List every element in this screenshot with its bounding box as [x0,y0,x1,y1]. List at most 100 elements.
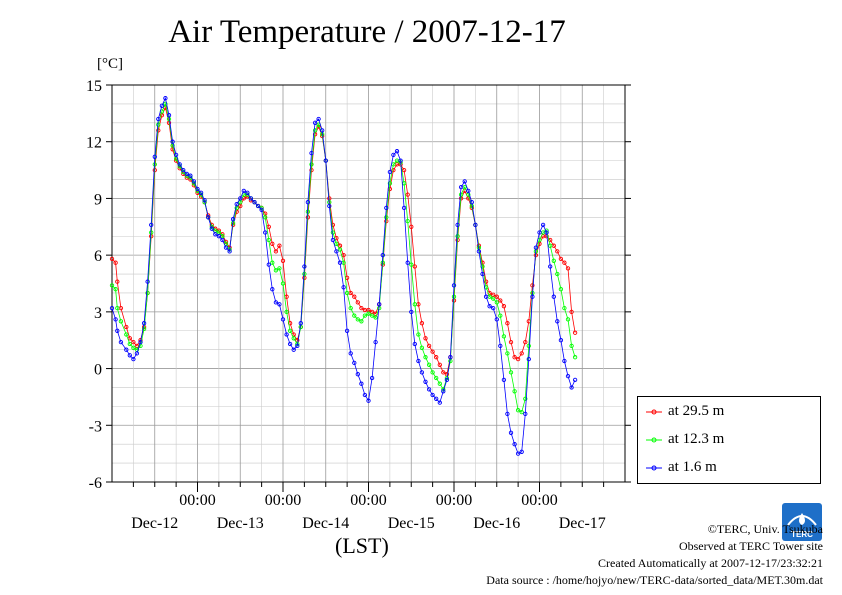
series-point-2 [238,196,243,201]
series-point-1 [451,294,457,299]
series-point-2 [223,245,229,250]
series-point-2 [170,139,175,144]
series-point-1 [287,328,293,333]
series-point-2 [530,294,535,299]
y-tick-label: 9 [94,191,102,208]
series-point-0 [508,339,514,345]
series-point-0 [430,349,435,354]
series-point-2 [159,103,165,108]
series-point-2 [458,184,464,190]
series-point-2 [195,186,200,192]
series-point-0 [352,294,357,299]
chart-title: Air Temperature / 2007-12-17 [168,14,566,50]
series-point-2 [330,237,336,243]
series-point-0 [558,256,564,262]
series-point-2 [252,200,257,205]
series-point-2 [434,396,439,401]
series-point-2 [483,294,489,299]
series-point-1 [380,260,385,265]
series-point-2 [419,370,425,375]
series-point-2 [423,379,428,384]
series-point-0 [555,249,560,254]
y-tick-label: 15 [86,78,102,95]
x-tick-day-label: Dec-13 [217,515,264,532]
series-point-2 [380,252,385,258]
legend-item-29-5m: at 29.5 m [646,403,724,423]
series-point-0 [280,258,286,263]
series-point-2 [202,198,207,203]
series-point-1 [526,343,531,349]
series-point-2 [216,234,222,239]
series-point-2 [444,377,450,383]
legend-label-29-5m: at 29.5 m [668,403,725,420]
series-point-1 [423,355,428,360]
series-point-1 [334,241,339,246]
series-point-2 [163,96,168,101]
series-point-1 [305,209,311,214]
series-point-1 [409,262,414,267]
series-point-1 [569,343,574,349]
series-point-2 [115,328,120,333]
series-point-2 [134,351,140,356]
series-point-2 [234,201,239,207]
series-point-1 [141,326,147,332]
credit-copyright: ©TERC, Univ. Tsukuba [707,522,823,536]
series-point-1 [508,370,514,375]
series-point-2 [455,222,460,228]
series-point-0 [519,351,524,356]
series-point-2 [270,287,275,292]
series-point-1 [572,355,578,360]
series-point-2 [412,341,417,347]
series-point-2 [220,237,225,243]
x-tick-day-label: Dec-12 [131,515,178,532]
series-point-1 [337,247,343,252]
series-point-2 [355,372,360,377]
terc-logo: TERC [782,503,822,541]
series-point-1 [145,290,150,296]
series-point-0 [405,192,410,197]
series-point-1 [312,128,318,133]
series-point-1 [115,305,120,311]
series-point-2 [337,260,343,265]
series-point-2 [230,217,236,222]
series-point-1 [277,266,282,271]
series-point-1 [548,243,553,248]
chart-legend: at 29.5 m at 12.3 m at 1.6 m [637,396,821,484]
series-point-2 [302,264,307,269]
series-point-2 [118,339,124,345]
series-point-2 [152,154,157,159]
series-point-2 [138,339,143,345]
series-point-1 [373,315,378,320]
series-line-0 [111,106,576,375]
series-point-0 [569,309,574,315]
series-point-1 [498,313,503,318]
series-point-0 [124,324,129,330]
series-point-0 [412,264,417,269]
series-point-2 [491,305,496,311]
series-point-1 [519,409,524,415]
series-point-1 [562,305,567,311]
series-point-0 [115,279,120,284]
series-line-2 [111,96,576,455]
series-point-2 [124,347,129,352]
series-point-0 [409,224,414,229]
y-tick-label: -6 [89,475,102,492]
series-point-1 [124,332,129,337]
series-point-2 [551,294,556,299]
series-point-0 [113,260,118,265]
series-point-1 [426,362,432,367]
series-point-1 [551,258,556,263]
series-point-0 [434,355,439,360]
series-point-2 [441,389,446,394]
series-point-1 [523,396,528,401]
series-point-0 [131,339,136,345]
series-point-1 [273,268,279,273]
series-point-0 [562,260,567,265]
series-point-1 [387,181,393,186]
series-point-2 [476,249,482,254]
series-point-1 [348,305,353,311]
legend-item-12-3m: at 12.3 m [646,431,724,451]
series-point-2 [305,200,311,205]
series-point-2 [277,302,282,307]
